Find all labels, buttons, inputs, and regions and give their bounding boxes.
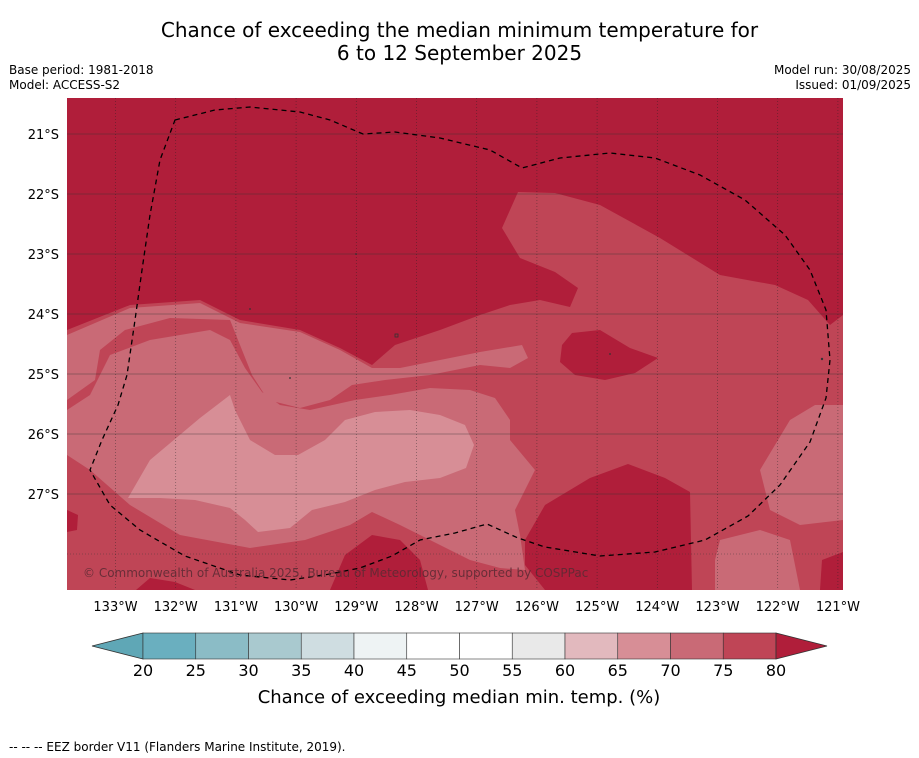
longitude-label: 124°W [635,600,679,615]
model-run-text: Model run: 30/08/2025 [773,63,911,77]
region-80-plus-patch [136,578,195,590]
region-80-plus-patch [67,510,78,532]
latitude-label: 22°S [28,188,59,203]
longitude-label: 132°W [154,600,198,615]
issued-text: Issued: 01/09/2025 [795,78,911,92]
latitude-labels: 21°S 22°S 23°S 24°S 25°S 26°S 27°S [28,128,59,503]
colorbar-swatch [248,632,302,660]
colorbar-swatch [459,632,513,660]
region-80-plus-patch [525,464,692,590]
longitude-label: 122°W [756,600,800,615]
map-title-line-1: Chance of exceeding the median minimum t… [160,18,759,42]
model-text: Model: ACCESS-S2 [9,78,121,92]
colorbar-swatch [511,632,566,660]
colorbar-tick-label: 75 [713,661,733,680]
longitude-label: 129°W [334,600,378,615]
colorbar-tick-label: 30 [238,661,258,680]
colorbar-swatch [670,632,724,660]
latitude-label: 24°S [28,308,59,323]
latitude-gridlines [67,133,843,555]
probability-field [67,98,843,590]
latitude-label: 21°S [28,128,59,143]
colorbar-swatch [564,632,619,660]
colorbar-low-extension [91,632,144,660]
colorbar-swatch [722,632,777,660]
colorbar-tick-label: 60 [555,661,575,680]
region-65-70 [128,395,474,532]
longitude-label: 121°W [816,600,860,615]
longitude-label: 125°W [575,600,619,615]
colorbar-tick-label: 35 [291,661,311,680]
copyright-note: © Commonwealth of Australia 2025, Bureau… [83,566,588,580]
map-title-line-2: 6 to 12 September 2025 [336,41,583,65]
eez-border [89,106,831,581]
latitude-label: 23°S [28,248,59,263]
colorbar-tick-label: 20 [133,661,153,680]
base-period-text: Base period: 1981-2018 [9,63,154,77]
longitude-labels: 133°W 132°W 131°W 130°W 129°W 128°W 127°W 126°W… [93,600,860,615]
longitude-label: 127°W [455,600,499,615]
latitude-label: 26°S [28,428,59,443]
colorbar: 20 25 30 35 40 45 50 55 60 65 70 75 80 [91,632,828,680]
colorbar-tick-label: 80 [766,661,786,680]
colorbar-tick-label: 65 [608,661,628,680]
longitude-label: 123°W [695,600,739,615]
latitude-label: 27°S [28,488,59,503]
colorbar-title: Chance of exceeding median min. temp. (%… [258,687,661,708]
longitude-label: 130°W [274,600,318,615]
longitude-label: 133°W [93,600,137,615]
colorbar-swatch [353,632,408,660]
colorbar-tick-label: 50 [449,661,469,680]
colorbar-swatch [617,632,671,660]
colorbar-tick-label: 55 [502,661,522,680]
region-80-plus-patch [820,552,843,590]
colorbar-high-extension [775,632,828,660]
longitude-label: 131°W [214,600,258,615]
island-markers [249,253,824,379]
colorbar-swatch [406,632,460,660]
colorbar-swatch [142,632,197,660]
colorbar-tick-label: 25 [186,661,206,680]
colorbar-swatch [300,632,355,660]
longitude-label: 128°W [394,600,438,615]
colorbar-tick-label: 40 [344,661,364,680]
colorbar-swatch [195,632,249,660]
longitude-label: 126°W [515,600,559,615]
longitude-gridlines [115,98,839,590]
region-80-plus-patch [560,330,658,380]
colorbar-tick-label: 45 [397,661,417,680]
eez-legend-note: -- -- -- EEZ border V11 (Flanders Marine… [9,740,346,754]
latitude-label: 25°S [28,368,59,383]
colorbar-tick-label: 70 [660,661,680,680]
